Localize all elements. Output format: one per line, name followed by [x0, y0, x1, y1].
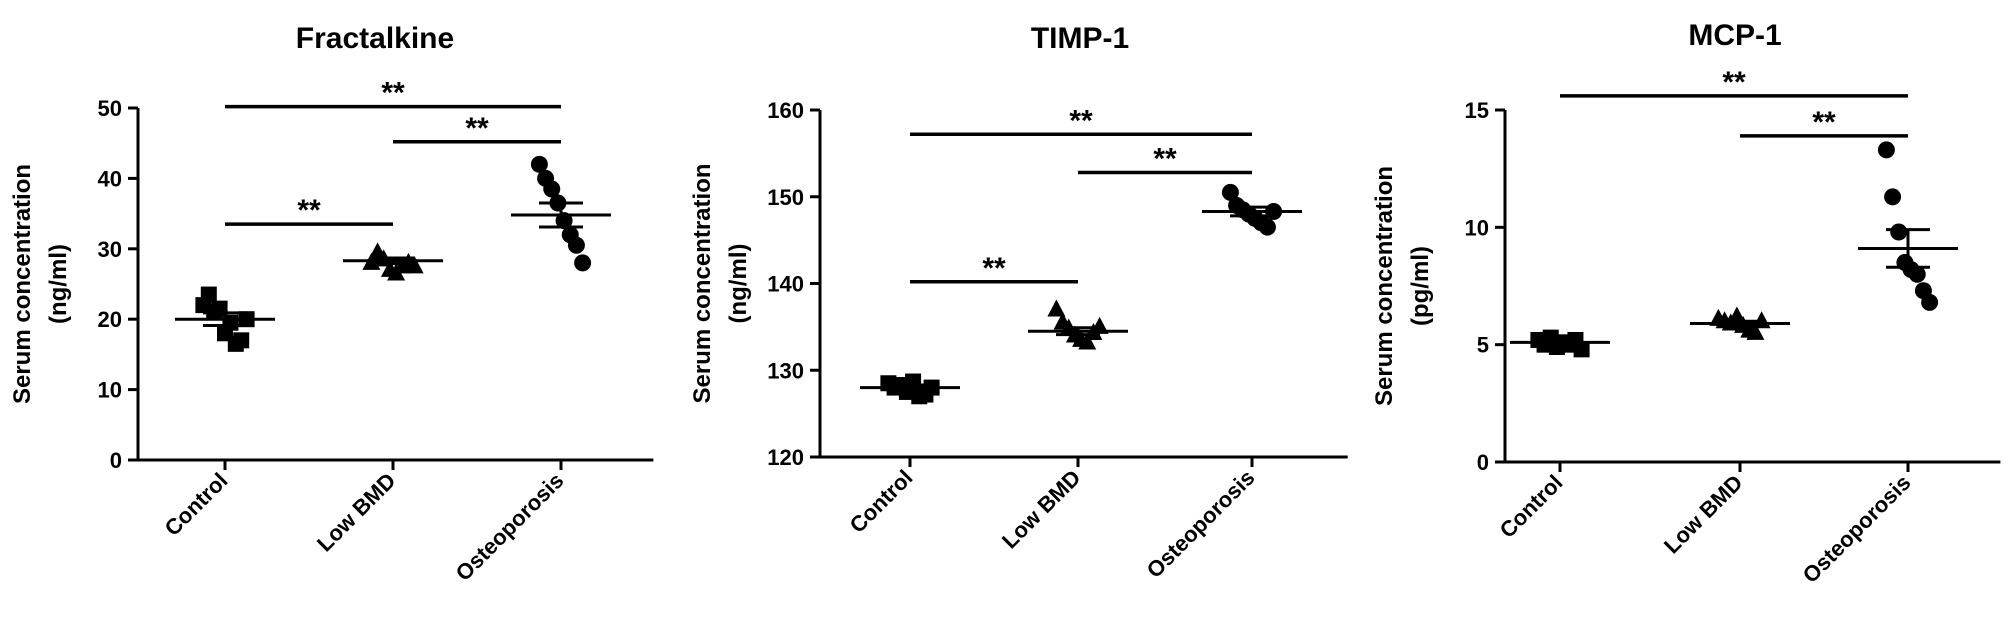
- data-point-circle: [1921, 293, 1939, 311]
- significance-label: **: [1722, 66, 1746, 99]
- y-tick-label: 0: [1477, 450, 1489, 475]
- data-point-circle: [1221, 183, 1239, 201]
- y-tick-label: 40: [98, 166, 122, 191]
- y-tick-label: 30: [98, 237, 122, 262]
- y-tick-label: 10: [1465, 215, 1489, 240]
- panel-mcp1: MCP-1 Serum concentration (pg/ml) 0 5 10 15 Con…: [1371, 19, 2001, 588]
- x-tick-label: Control: [845, 465, 918, 538]
- y-tick-label: 5: [1477, 333, 1489, 358]
- y-tick-label: 160: [767, 98, 804, 123]
- x-tick-label: Low BMD: [1659, 470, 1748, 559]
- data-point-triangle: [1078, 332, 1097, 350]
- data-point-triangle: [1746, 322, 1765, 340]
- y-tick-label: 10: [98, 378, 122, 403]
- y-axis-label: Serum concentration: [9, 164, 36, 404]
- chart-title: TIMP-1: [1031, 22, 1129, 55]
- significance-label: **: [297, 194, 321, 227]
- significance-label: **: [381, 77, 405, 110]
- y-axis-unit-label: (ng/ml): [725, 244, 752, 324]
- chart-title: MCP-1: [1688, 19, 1781, 52]
- y-tick-label: 120: [767, 445, 804, 470]
- panel-timp1: TIMP-1 Serum concentration (ng/ml) 120 130 14…: [689, 22, 1348, 583]
- x-tick-label: Control: [160, 468, 233, 541]
- data-point-circle: [1258, 218, 1276, 236]
- y-tick-label: 140: [767, 272, 804, 297]
- data-point-circle: [1877, 141, 1895, 159]
- data-point-circle: [574, 254, 592, 272]
- y-tick-label: 130: [767, 358, 804, 383]
- significance-label: **: [1153, 142, 1177, 175]
- data-point-triangle: [1047, 299, 1066, 317]
- y-tick-label: 0: [110, 448, 122, 473]
- y-axis-label: Serum concentration: [689, 163, 716, 403]
- data-point-circle: [1908, 265, 1926, 283]
- data-point-triangle: [1090, 316, 1109, 334]
- data-point-circle: [1890, 223, 1908, 241]
- data-point-circle: [530, 155, 548, 173]
- x-tick-label: Control: [1495, 470, 1568, 543]
- significance-label: **: [982, 252, 1006, 285]
- y-tick-label: 15: [1465, 98, 1489, 123]
- y-axis-unit-label: (ng/ml): [45, 244, 72, 324]
- y-tick-label: 150: [767, 185, 804, 210]
- chart-title: Fractalkine: [296, 22, 454, 55]
- significance-label: **: [1812, 106, 1836, 139]
- y-tick-label: 50: [98, 96, 122, 121]
- x-tick-label: Low BMD: [997, 465, 1086, 554]
- data-point-circle: [543, 180, 561, 198]
- x-tick-label: Osteoporosis: [451, 468, 569, 586]
- y-axis-unit-label: (pg/ml): [1407, 246, 1434, 326]
- x-tick-label: Osteoporosis: [1798, 470, 1916, 588]
- data-point-square: [200, 286, 217, 303]
- data-point-circle: [1884, 188, 1902, 206]
- significance-label: **: [465, 112, 489, 145]
- x-tick-label: Osteoporosis: [1142, 465, 1260, 583]
- panel-fractalkine: Fractalkine Serum concentration (ng/ml) 0 10…: [9, 22, 654, 586]
- y-tick-label: 20: [98, 307, 122, 332]
- x-tick-label: Low BMD: [312, 468, 401, 557]
- data-point-circle: [567, 236, 585, 254]
- significance-label: **: [1069, 104, 1093, 137]
- y-axis-label: Serum concentration: [1371, 166, 1398, 406]
- data-point-square: [233, 332, 250, 349]
